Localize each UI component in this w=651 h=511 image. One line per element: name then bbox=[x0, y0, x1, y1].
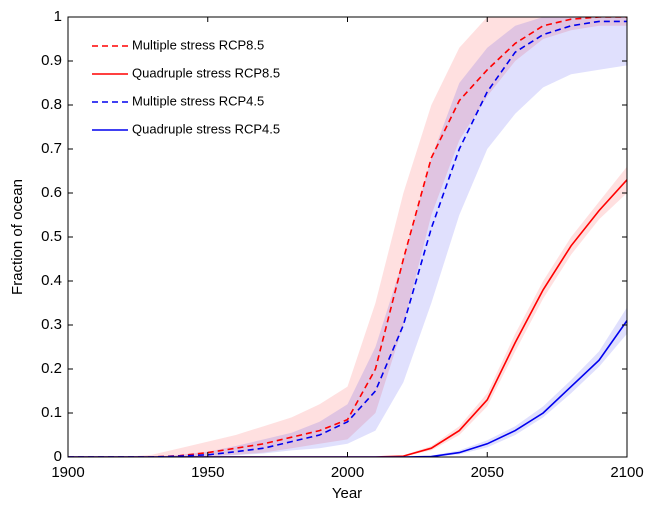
uncertainty-band bbox=[68, 17, 627, 457]
plot-area bbox=[68, 17, 627, 457]
y-tick-label: 0.7 bbox=[41, 140, 62, 157]
x-axis-label: Year bbox=[332, 485, 362, 502]
legend-label: Quadruple stress RCP4.5 bbox=[132, 121, 280, 136]
y-tick-label: 0.6 bbox=[41, 184, 62, 201]
x-tick-label: 2050 bbox=[471, 464, 504, 481]
y-tick-label: 0.2 bbox=[41, 360, 62, 377]
y-tick-label: 0.8 bbox=[41, 96, 62, 113]
y-tick-label: 0 bbox=[54, 448, 62, 465]
x-tick-label: 2100 bbox=[610, 464, 643, 481]
series-line bbox=[68, 320, 627, 457]
x-tick-label: 1900 bbox=[51, 464, 84, 481]
x-tick-label: 1950 bbox=[191, 464, 224, 481]
legend-label: Multiple stress RCP8.5 bbox=[132, 37, 264, 52]
y-tick-label: 0.1 bbox=[41, 404, 62, 421]
series-line bbox=[68, 179, 627, 457]
legend-label: Multiple stress RCP4.5 bbox=[132, 93, 264, 108]
y-tick-label: 0.9 bbox=[41, 52, 62, 69]
x-tick-label: 2000 bbox=[331, 464, 364, 481]
y-tick-label: 0.5 bbox=[41, 228, 62, 245]
legend-label: Quadruple stress RCP8.5 bbox=[132, 65, 280, 80]
y-tick-label: 0.4 bbox=[41, 272, 62, 289]
y-axis-label: Fraction of ocean bbox=[9, 179, 26, 295]
y-tick-label: 1 bbox=[54, 8, 62, 25]
y-tick-label: 0.3 bbox=[41, 316, 62, 333]
